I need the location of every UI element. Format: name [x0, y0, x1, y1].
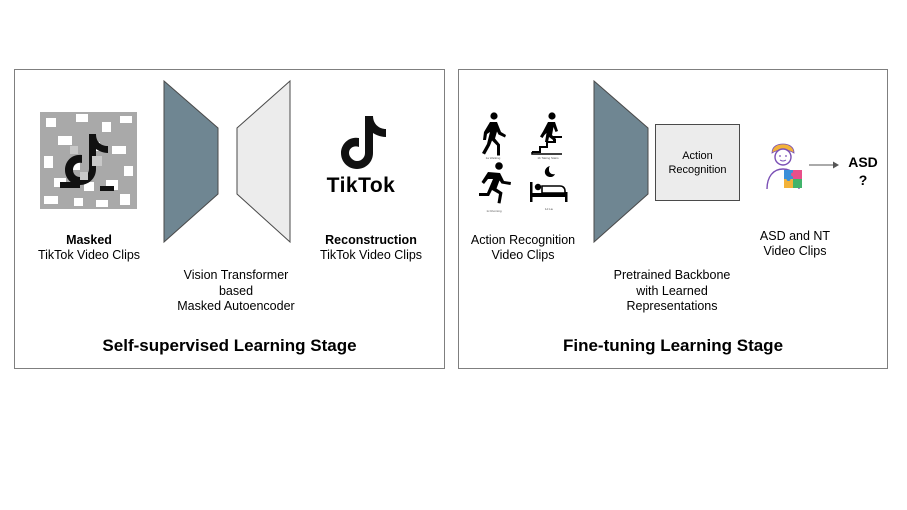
- pretrained-backbone-shape: [593, 79, 649, 244]
- tiktok-masked-icon: [40, 112, 137, 209]
- backbone-line-3: Representations: [626, 299, 718, 313]
- fine-tuning-stage-title: Fine-tuning Learning Stage: [562, 336, 784, 355]
- model-line-3: Masked Autoencoder: [177, 299, 295, 313]
- svg-text:1b Taking Stairs: 1b Taking Stairs: [537, 156, 559, 160]
- backbone-line-2: with Learned: [636, 284, 708, 298]
- reconstruction-label-bold: Reconstruction: [325, 233, 417, 247]
- asd-output-label: ASD: [848, 154, 878, 170]
- head-line-1: Action: [682, 149, 713, 162]
- climbing-stairs-icon: 1b Taking Stairs: [531, 112, 562, 160]
- backbone-line-1: Pretrained Backbone: [613, 268, 731, 282]
- output-arrow-icon: [809, 161, 839, 169]
- action-recognition-line-2: Video Clips: [491, 248, 555, 262]
- tiktok-logo-text: TikTok: [326, 174, 396, 197]
- reconstruction-label: TikTok Video Clips: [319, 248, 423, 262]
- child-puzzle-icon: [766, 143, 802, 190]
- asd-nt-line-2: Video Clips: [763, 244, 827, 258]
- head-line-2: Recognition: [668, 163, 727, 176]
- fine-tuning-panel: [458, 69, 888, 369]
- action-recognition-line-1: Action Recognition: [470, 233, 576, 247]
- svg-text:1d Lie: 1d Lie: [545, 207, 554, 211]
- vit-decoder-shape: [236, 79, 291, 244]
- vit-encoder-shape: [163, 79, 219, 244]
- asd-output-question: ?: [858, 172, 868, 188]
- model-line-1: Vision Transformer: [183, 268, 289, 282]
- walking-icon: 1a Walking: [482, 112, 506, 160]
- sleeping-icon: 1d Lie: [530, 166, 568, 211]
- mae-encoder-decoder: [163, 79, 291, 244]
- self-supervised-stage-title: Self-supervised Learning Stage: [102, 336, 357, 355]
- asd-nt-line-1: ASD and NT: [759, 229, 831, 243]
- running-icon: 1c Running: [479, 162, 511, 213]
- masked-label-bold: Masked: [66, 233, 112, 247]
- action-recognition-head: Action Recognition: [655, 124, 740, 201]
- svg-text:1c Running: 1c Running: [486, 209, 502, 213]
- model-line-2: based: [218, 284, 254, 298]
- tiktok-logo-icon: TikTok: [315, 112, 407, 200]
- svg-text:1a Walking: 1a Walking: [486, 156, 501, 160]
- masked-label: TikTok Video Clips: [37, 248, 141, 262]
